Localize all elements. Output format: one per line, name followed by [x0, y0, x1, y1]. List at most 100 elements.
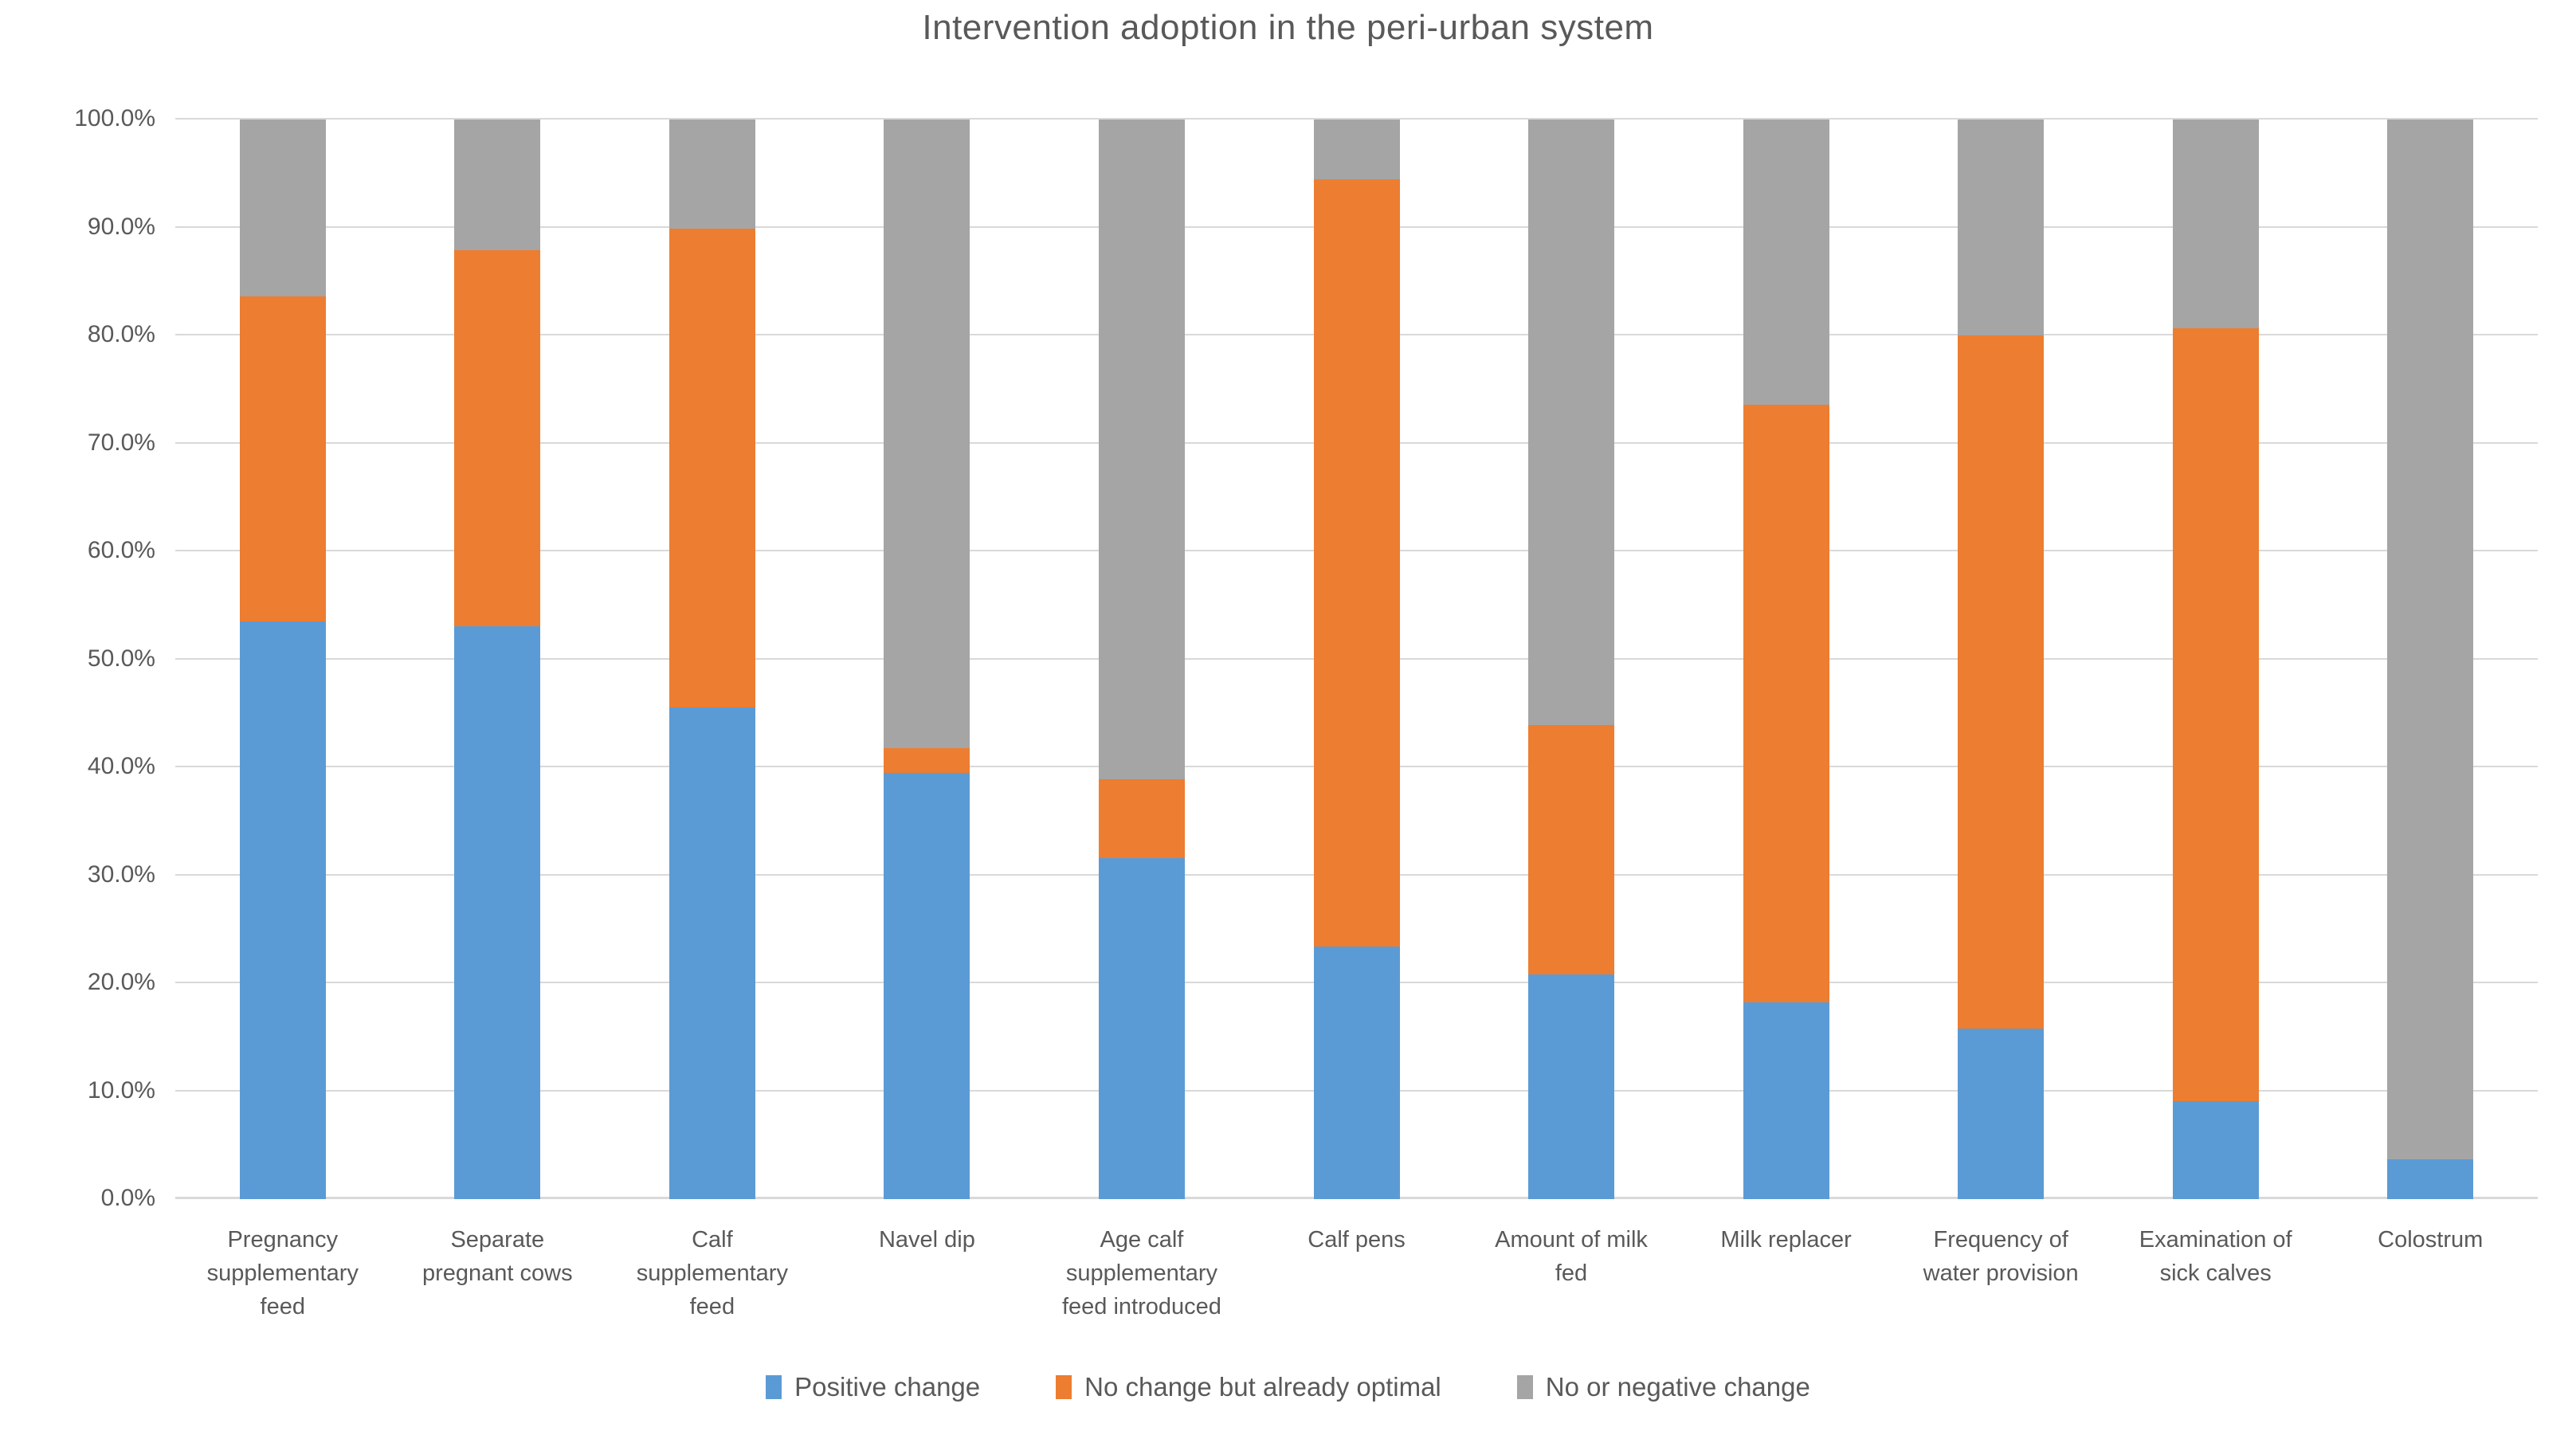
y-axis-tick-label: 50.0%	[87, 645, 155, 672]
bar-segment	[454, 625, 541, 1199]
bar-segment	[1958, 335, 2045, 1029]
y-axis-tick-label: 60.0%	[87, 537, 155, 563]
legend-item: No or negative change	[1516, 1372, 1810, 1402]
legend-label: No change but already optimal	[1084, 1372, 1441, 1402]
y-axis-tick-label: 100.0%	[74, 105, 155, 131]
legend-label: Positive change	[794, 1372, 981, 1402]
bar-segment	[1313, 120, 1400, 179]
x-axis-label-text: Examination of sick calves	[2139, 1227, 2292, 1287]
gridline	[175, 118, 2538, 120]
stacked-bar	[1528, 120, 1615, 1199]
bar-segment	[239, 296, 326, 622]
bar-segment	[1098, 778, 1185, 858]
stacked-bar	[454, 120, 541, 1199]
x-axis-label: Age calf supplementary feed introduced	[1034, 1223, 1249, 1323]
x-axis-label-text: Age calf supplementary feed introduced	[1061, 1227, 1221, 1320]
y-axis-tick-label: 30.0%	[87, 861, 155, 888]
bar-slot	[1893, 120, 2108, 1199]
stacked-bar	[2387, 120, 2474, 1199]
bar-segment	[1528, 120, 1615, 726]
bar-segment	[454, 120, 541, 250]
legend-swatch-icon	[766, 1375, 782, 1399]
stacked-bar	[1098, 120, 1185, 1199]
x-axis-label-text: Calf supplementary feed	[636, 1227, 788, 1320]
bar-segment	[1313, 946, 1400, 1199]
bar-slot	[1464, 120, 1679, 1199]
bar-slot	[1249, 120, 1464, 1199]
y-axis-tick-label: 10.0%	[87, 1076, 155, 1104]
bar-segment	[669, 120, 755, 229]
bar-segment	[1958, 1028, 2045, 1199]
x-axis-label: Navel dip	[820, 1223, 1035, 1323]
bar-slot	[605, 120, 820, 1199]
bar-slot	[820, 120, 1035, 1199]
y-axis-tick-label: 20.0%	[87, 969, 155, 995]
x-axis-label-text: Calf pens	[1308, 1227, 1406, 1253]
x-axis-label-text: Frequency of water provision	[1923, 1227, 2079, 1287]
x-axis-label: Amount of milk fed	[1464, 1223, 1679, 1323]
bar-segment	[884, 772, 970, 1199]
x-axis-label-text: Milk replacer	[1720, 1227, 1852, 1253]
bar-segment	[884, 747, 970, 773]
bar-segment	[2172, 120, 2259, 328]
bar-segment	[1743, 120, 1829, 405]
bar-segment	[669, 228, 755, 708]
x-axis-label-text: Amount of milk fed	[1495, 1227, 1648, 1287]
bar-segment	[2387, 1159, 2474, 1199]
bar-slot	[390, 120, 606, 1199]
bar-segment	[1098, 120, 1185, 779]
bar-segment	[239, 621, 326, 1199]
stacked-bar	[1313, 120, 1400, 1199]
plot-area	[175, 118, 2538, 1199]
x-axis-label: Calf supplementary feed	[605, 1223, 820, 1323]
legend: Positive change No change but already opt…	[0, 1372, 2576, 1402]
bars-container	[175, 120, 2538, 1199]
stacked-bar	[1743, 120, 1829, 1199]
bar-slot	[175, 120, 390, 1199]
bar-segment	[1098, 857, 1185, 1199]
legend-swatch-icon	[1056, 1375, 1072, 1399]
chart-title: Intervention adoption in the peri-urban …	[922, 8, 1654, 47]
y-axis-tick-label: 40.0%	[87, 753, 155, 779]
x-axis-label-text: Colostrum	[2378, 1227, 2484, 1253]
bar-segment	[1528, 725, 1615, 975]
bar-segment	[1743, 404, 1829, 1003]
bar-segment	[2172, 327, 2259, 1101]
bar-segment	[1528, 974, 1615, 1199]
x-axis-label: Examination of sick calves	[2108, 1223, 2323, 1323]
stacked-bar	[2172, 120, 2259, 1199]
stacked-bar	[1958, 120, 2045, 1199]
x-axis-label: Calf pens	[1249, 1223, 1464, 1323]
y-axis-tick-label: 0.0%	[100, 1185, 155, 1211]
bar-segment	[2387, 120, 2474, 1159]
x-axis-label-text: Pregnancy supplementary feed	[206, 1227, 359, 1320]
y-axis-tick-label: 70.0%	[87, 429, 155, 456]
y-axis-tick-label: 90.0%	[87, 213, 155, 240]
bar-slot	[2108, 120, 2323, 1199]
x-axis-label: Frequency of water provision	[1893, 1223, 2108, 1323]
legend-item: No change but already optimal	[1056, 1372, 1441, 1402]
bar-segment	[2172, 1100, 2259, 1199]
stacked-bar	[669, 120, 755, 1199]
bar-segment	[454, 249, 541, 626]
legend-swatch-icon	[1516, 1375, 1533, 1399]
x-axis-label: Separate pregnant cows	[390, 1223, 606, 1323]
x-axis-labels: Pregnancy supplementary feed Separate pre…	[175, 1223, 2538, 1323]
x-axis-label-text: Navel dip	[878, 1227, 975, 1253]
x-axis-label: Pregnancy supplementary feed	[175, 1223, 390, 1323]
bar-segment	[1313, 178, 1400, 947]
x-axis-label: Milk replacer	[1679, 1223, 1894, 1323]
x-axis-label-text: Separate pregnant cows	[422, 1227, 573, 1287]
stacked-bar	[239, 120, 326, 1199]
bar-slot	[1034, 120, 1249, 1199]
stacked-bar	[884, 120, 970, 1199]
y-axis-tick-label: 80.0%	[87, 321, 155, 347]
bar-segment	[1958, 120, 2045, 336]
bar-slot	[2323, 120, 2538, 1199]
legend-item: Positive change	[766, 1372, 980, 1402]
bar-segment	[669, 708, 755, 1199]
x-axis-label: Colostrum	[2323, 1223, 2538, 1323]
bar-segment	[1743, 1002, 1829, 1199]
legend-label: No or negative change	[1545, 1372, 1810, 1402]
